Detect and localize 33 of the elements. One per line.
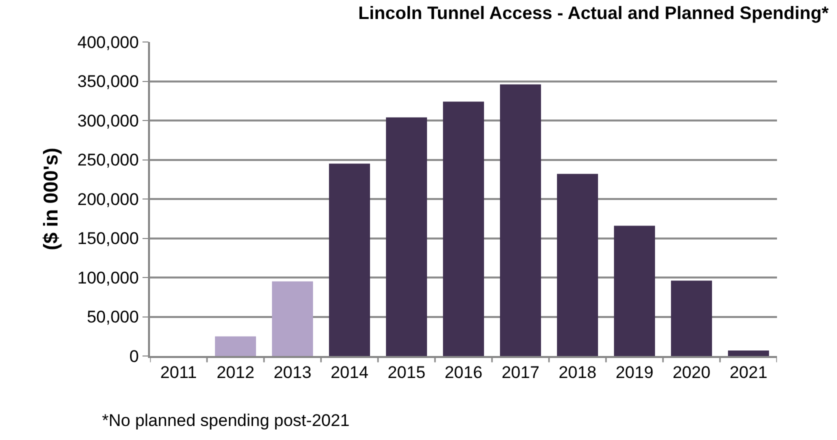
x-tick-label: 2019	[616, 363, 654, 382]
chart-title: Lincoln Tunnel Access - Actual and Planned Spending*	[358, 3, 829, 24]
y-tick-label: 350,000	[77, 72, 139, 92]
bar	[614, 226, 656, 356]
y-tick-label: 50,000	[86, 308, 139, 327]
bar	[556, 174, 598, 356]
x-tick-label: 2017	[502, 363, 540, 382]
x-tick-label: 2012	[216, 363, 254, 382]
bar	[272, 281, 314, 356]
x-tick-label: 2016	[444, 363, 482, 382]
y-tick-label: 0	[129, 346, 139, 366]
y-tick-label: 300,000	[77, 111, 139, 130]
y-tick-label: 400,000	[77, 32, 139, 52]
y-tick-label: 150,000	[77, 229, 139, 248]
y-tick-label: 100,000	[77, 268, 139, 288]
x-tick-label: 2015	[388, 363, 426, 382]
bar	[214, 336, 256, 356]
x-tick-label: 2011	[160, 363, 197, 382]
x-tick-label: 2014	[330, 363, 368, 382]
bar	[670, 280, 712, 356]
x-tick-label: 2021	[730, 363, 768, 382]
y-tick-label: 250,000	[77, 150, 139, 170]
text: *No planned spending post-2021	[102, 411, 350, 430]
bar	[500, 84, 542, 356]
x-tick-label: 2013	[274, 363, 312, 382]
y-tick-label: 200,000	[77, 190, 139, 209]
bar	[328, 164, 370, 356]
y-axis-title: ($ in 000's)	[40, 148, 62, 250]
bar	[386, 117, 428, 356]
x-tick-label: 2020	[672, 363, 710, 382]
x-tick-label: 2018	[558, 363, 596, 382]
bar	[728, 350, 770, 356]
bar	[442, 102, 484, 356]
